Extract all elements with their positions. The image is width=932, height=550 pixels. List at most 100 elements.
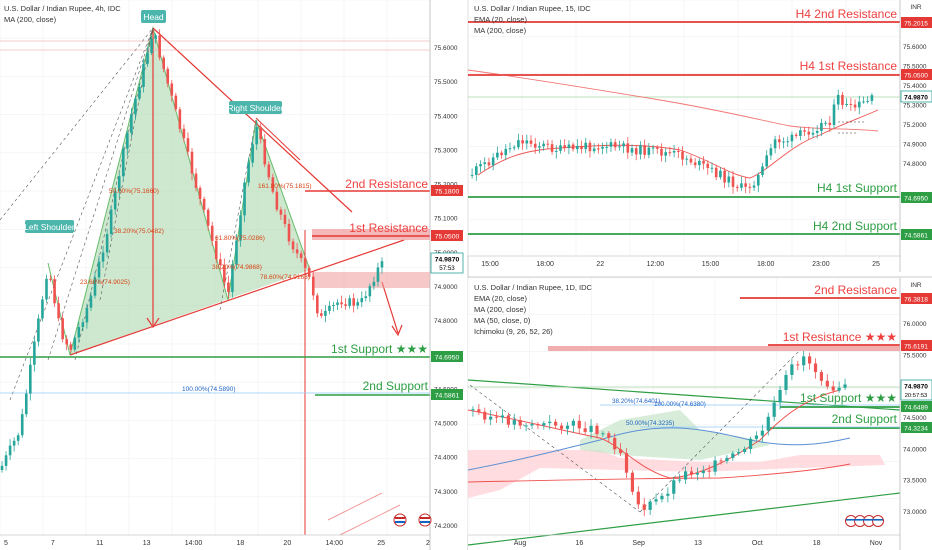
candle-body [626,143,630,153]
candle-body [500,152,503,156]
candle-body [530,424,534,426]
candle-body [571,144,575,150]
br-r2-badge: 76.3818 [904,297,928,304]
candle-body [601,146,604,149]
br-last-badge: 74.9870 [904,384,928,391]
neckline [69,239,405,356]
candle-body [295,249,299,254]
fib-label: 61.80%(75.0286) [215,235,265,242]
candle-body [4,455,8,466]
candle-body [824,122,827,124]
y-tick-label: 74.5000 [434,421,458,428]
candle-body [332,304,335,306]
candle-body [287,223,291,242]
candle-body [639,145,642,155]
candle-body [275,191,279,210]
candle-body [664,152,667,156]
left-chart-panel[interactable]: 50.00%(75.1660) 38.20%(75.0482) 23.60%(7… [0,0,431,550]
tr-s2-badge: 74.5861 [904,233,928,240]
candle-body [605,146,609,148]
candle-body [689,471,694,475]
candle-body [243,182,246,216]
y-tick-label: 74.3000 [434,489,458,496]
bottom-trend-2 [339,504,401,536]
candle-body [689,158,693,163]
candle-body [647,147,651,155]
candle-body [660,148,663,156]
candle-body [291,241,295,250]
candle-body [743,449,747,452]
candle-body [857,101,861,108]
candle-body [554,150,558,152]
candle-body [828,122,832,126]
candle-body [832,104,836,126]
candle-body [723,170,726,183]
candle-body [154,35,157,39]
candle-body [542,143,545,147]
candle-body [146,52,149,64]
fib-label: 23.60%(74.9025) [80,279,130,286]
left-shoulder-label: Left Shoulder [24,222,75,232]
flag-icon [393,513,432,527]
candle-body [853,104,857,108]
candle-body [559,425,564,429]
fib-label: 78.60%(74.9163) [260,274,310,281]
candle-body [134,98,137,115]
candle-body [521,140,524,144]
x-tick-label: 11 [96,540,103,547]
candle-body [69,344,73,350]
top-right-chart-panel[interactable]: U.S. Dollar / Indian Rupee, 15, IDC EMA … [467,0,901,550]
candle-body [126,132,129,149]
candle-body [563,145,566,148]
candle-body [525,140,529,144]
candle-body [218,259,222,266]
x-tick-label: 12:00 [647,261,665,268]
candle-body [259,127,263,140]
bottom-right-chart-panel[interactable]: 38.20%(74.6401) 100.00%(74.6380) 50.00%(… [467,276,932,550]
candle-body [504,148,508,156]
candle-body [483,162,487,165]
candle-body [352,298,355,306]
x-tick-label: 20 [283,540,291,547]
candle-body [678,479,682,481]
candle-body [719,460,723,462]
br-r2-label: 2nd Resistance [814,283,897,297]
candle-body [748,186,752,188]
x-tick-label: 13 [143,540,151,547]
candle-body [654,499,658,502]
candle-body [660,495,664,500]
candle-body [57,303,60,319]
x-tick-label: 22 [596,261,604,268]
candle-body [512,419,516,425]
candle-body [267,164,271,178]
candle-body [113,191,117,210]
candle-body [760,430,764,436]
fib-label: 161.80%(75.1815) [258,183,312,190]
candle-body [533,143,537,148]
candle-body [356,302,360,306]
candle-body [542,423,546,426]
top-right-candles [470,89,874,194]
left-price-axis: 75.600075.500075.400075.300075.200075.10… [393,0,464,550]
candle-body [324,310,327,316]
candle-body [158,35,161,58]
head-shoulders-fill [48,28,310,355]
candle-body [471,409,475,411]
candle-body [648,501,652,510]
candle-body [251,144,254,163]
left-last-badge: 74.9870 [435,257,460,264]
candle-body [491,157,495,166]
candle-body [506,415,510,425]
candle-body [765,155,768,167]
tr-s1-badge: 74.6950 [904,196,928,203]
tr-currency: INR [910,4,922,11]
right-shoulder-label: Right Shoulder [227,103,283,113]
candle-body [311,276,315,296]
tr-ind2: MA (200, close) [474,26,527,35]
candle-body [512,147,516,149]
candle-body [247,162,250,183]
y-tick-label: 74.0000 [903,446,927,453]
candle-body [142,63,145,87]
candle-body [819,372,824,381]
